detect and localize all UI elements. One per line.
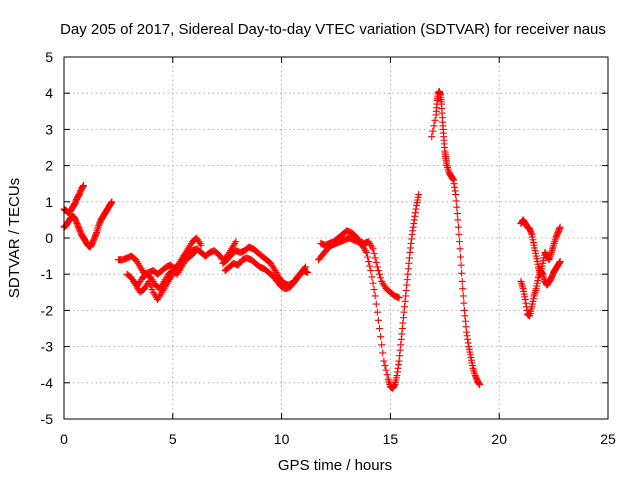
x-tick-label: 25 xyxy=(600,431,616,447)
data-point xyxy=(457,261,465,269)
data-point xyxy=(365,258,373,266)
data-point xyxy=(376,270,384,278)
x-axis-label: GPS time / hours xyxy=(278,457,392,474)
x-tick-label: 5 xyxy=(169,431,177,447)
x-tick-label: 20 xyxy=(491,431,507,447)
data-point xyxy=(556,223,564,231)
data-point xyxy=(232,238,240,246)
y-tick-label: -2 xyxy=(41,302,54,318)
data-point xyxy=(364,253,372,261)
data-point xyxy=(458,269,466,277)
y-tick-label: 2 xyxy=(45,158,53,174)
data-point xyxy=(304,268,312,276)
data-point xyxy=(453,210,461,218)
data-point xyxy=(454,223,462,231)
y-tick-label: 0 xyxy=(45,230,53,246)
data-point xyxy=(459,292,467,300)
data-point xyxy=(378,341,386,349)
data-point xyxy=(197,241,205,249)
data-point xyxy=(373,263,381,271)
data-point xyxy=(373,308,381,316)
data-point xyxy=(371,292,379,300)
data-point xyxy=(455,230,463,238)
data-point xyxy=(370,286,378,294)
data-point xyxy=(457,253,465,261)
y-tick-label: 3 xyxy=(45,121,53,137)
data-points xyxy=(60,87,564,392)
data-point xyxy=(454,216,462,224)
y-tick-label: -5 xyxy=(41,411,54,427)
data-point xyxy=(476,381,484,389)
data-point xyxy=(374,316,382,324)
data-point xyxy=(80,182,88,190)
data-point xyxy=(459,285,467,293)
data-point xyxy=(430,122,438,130)
x-tick-label: 15 xyxy=(383,431,399,447)
data-point xyxy=(452,197,460,205)
y-tick-label: 1 xyxy=(45,194,53,210)
data-point xyxy=(369,279,377,287)
data-point xyxy=(456,245,464,253)
plot-frame xyxy=(63,56,609,420)
data-point xyxy=(382,366,390,374)
y-tick-label: -3 xyxy=(41,339,54,355)
data-point xyxy=(452,191,460,199)
data-point xyxy=(369,245,377,253)
data-point xyxy=(377,333,385,341)
data-point xyxy=(376,325,384,332)
x-tick-labels: 0 5 10 15 20 25 xyxy=(60,431,616,447)
data-point xyxy=(431,116,439,124)
data-point xyxy=(380,357,388,365)
data-point xyxy=(366,262,374,270)
data-point xyxy=(383,371,391,379)
data-point xyxy=(458,277,466,285)
data-point xyxy=(372,258,380,266)
data-point xyxy=(368,273,376,281)
chart-title: Day 205 of 2017, Sidereal Day-to-day VTE… xyxy=(60,21,606,38)
data-point xyxy=(362,248,370,256)
data-point xyxy=(367,267,375,275)
data-point xyxy=(374,267,382,275)
data-point xyxy=(371,254,379,262)
data-point xyxy=(455,238,463,246)
data-point xyxy=(395,294,403,302)
y-tick-labels: -5 -4 -3 -2 -1 0 1 2 3 4 5 xyxy=(41,49,54,427)
data-point xyxy=(556,258,564,266)
data-point xyxy=(108,198,116,206)
x-tick-label: 10 xyxy=(274,431,290,447)
data-point xyxy=(415,191,423,199)
y-tick-label: 4 xyxy=(45,85,53,101)
data-point xyxy=(191,248,199,256)
data-point xyxy=(381,362,389,370)
x-tick-label: 0 xyxy=(60,431,68,447)
data-point xyxy=(429,127,437,135)
y-axis-label: SDTVAR / TECUs xyxy=(6,178,23,298)
y-tick-label: -4 xyxy=(41,375,54,391)
data-point xyxy=(379,349,387,357)
y-tick-label: -1 xyxy=(41,266,54,282)
data-point xyxy=(428,133,436,141)
data-point xyxy=(370,249,378,257)
y-tick-label: 5 xyxy=(45,49,53,65)
data-point xyxy=(372,300,380,308)
data-point xyxy=(377,274,385,282)
data-point xyxy=(460,299,468,307)
data-point xyxy=(453,203,461,211)
data-point xyxy=(189,249,197,257)
